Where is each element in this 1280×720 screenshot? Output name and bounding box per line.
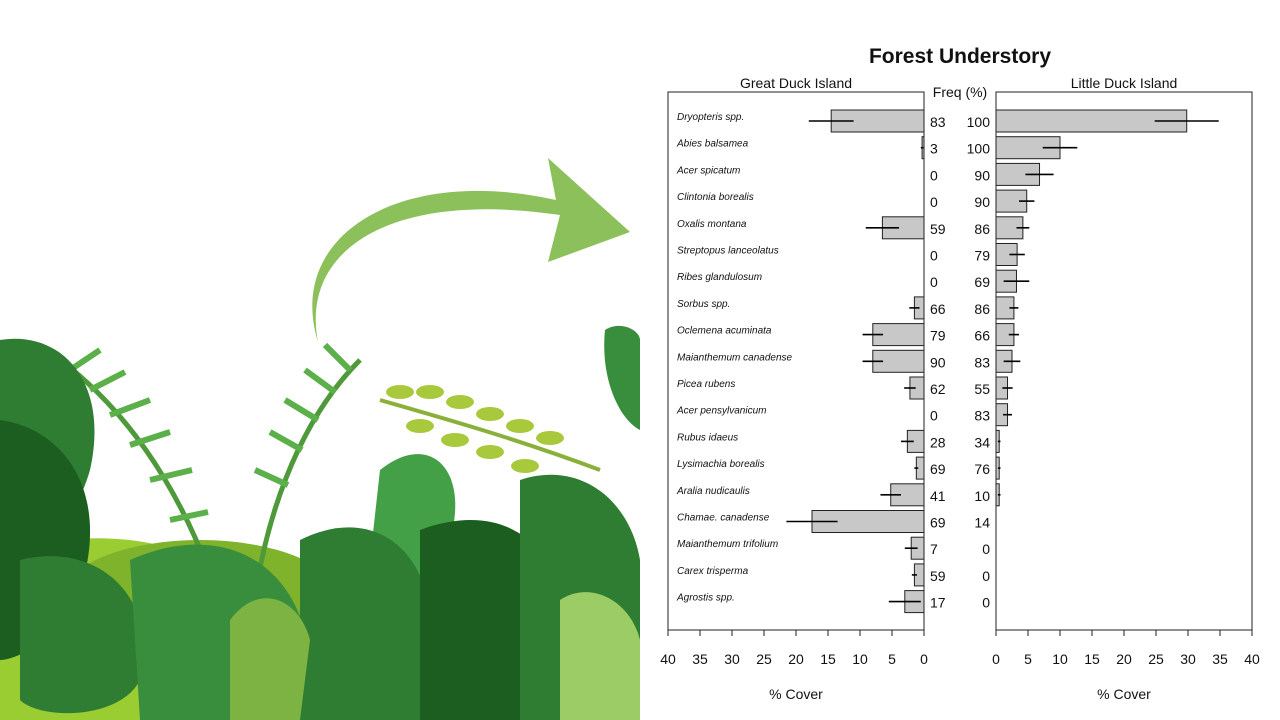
right-freq-value: 86 xyxy=(974,221,990,237)
left-freq-value: 0 xyxy=(930,194,938,210)
species-label: Dryopteris spp. xyxy=(677,112,744,123)
left-freq-value: 66 xyxy=(930,301,946,317)
right-freq-value: 34 xyxy=(974,434,990,450)
right-freq-value: 10 xyxy=(974,488,990,504)
forest-understory-chart: Forest Understory Great Duck Island Freq… xyxy=(660,45,1260,702)
right-x-tick-label: 10 xyxy=(1052,651,1068,667)
left-freq-values: 83 3 0 0 59 0 0 66 79 90 62 0 28 69 41 69 7 59 17 xyxy=(930,114,946,611)
species-label: Abies balsamea xyxy=(676,139,749,150)
species-label: Chamae. canadense xyxy=(677,513,770,524)
left-x-tick-label: 5 xyxy=(888,651,896,667)
species-label: Agrostis spp. xyxy=(676,593,735,604)
right-x-tick-label: 35 xyxy=(1212,651,1228,667)
left-x-axis: 40 35 30 25 20 15 10 5 0 xyxy=(660,630,928,667)
species-label: Aralia nudicaulis xyxy=(676,486,750,497)
left-x-tick-label: 10 xyxy=(852,651,868,667)
left-freq-value: 83 xyxy=(930,114,946,130)
right-freq-value: 69 xyxy=(974,274,990,290)
right-x-tick-label: 40 xyxy=(1244,651,1260,667)
species-label: Clintonia borealis xyxy=(677,192,754,203)
left-x-tick-label: 20 xyxy=(788,651,804,667)
left-freq-value: 17 xyxy=(930,595,946,611)
right-freq-value: 0 xyxy=(982,541,990,557)
species-label: Ribes glandulosum xyxy=(677,272,762,283)
species-label: Carex trisperma xyxy=(677,566,749,577)
right-x-tick-label: 25 xyxy=(1148,651,1164,667)
left-freq-value: 59 xyxy=(930,568,946,584)
right-x-axis: 0 5 10 15 20 25 30 35 40 xyxy=(992,630,1260,667)
foliage-foreground xyxy=(0,325,640,720)
right-freq-values: 100 100 90 90 86 79 69 86 66 83 55 83 34 76 10 14 0 0 0 xyxy=(967,114,991,611)
right-panel-title: Little Duck Island xyxy=(1071,75,1178,91)
left-x-tick-label: 0 xyxy=(920,651,928,667)
left-x-tick-label: 40 xyxy=(660,651,676,667)
left-freq-value: 0 xyxy=(930,408,938,424)
right-freq-value: 100 xyxy=(967,141,991,157)
left-x-axis-label: % Cover xyxy=(769,686,823,702)
species-label: Streptopus lanceolatus xyxy=(677,246,779,257)
species-label: Oclemena acuminata xyxy=(677,326,772,337)
left-freq-value: 28 xyxy=(930,434,946,450)
left-freq-value: 90 xyxy=(930,354,946,370)
species-labels: Dryopteris spp. Abies balsamea Acer spicat… xyxy=(676,112,793,604)
freq-header: Freq (%) xyxy=(933,84,987,100)
left-freq-value: 41 xyxy=(930,488,946,504)
species-label: Maianthemum trifolium xyxy=(677,539,778,550)
left-x-tick-label: 25 xyxy=(756,651,772,667)
left-freq-value: 79 xyxy=(930,328,946,344)
jungle-illustration xyxy=(0,158,640,720)
left-x-tick-label: 35 xyxy=(692,651,708,667)
right-freq-value: 76 xyxy=(974,461,990,477)
left-freq-value: 69 xyxy=(930,515,946,531)
right-x-axis-label: % Cover xyxy=(1097,686,1151,702)
species-label: Lysimachia borealis xyxy=(677,459,765,470)
left-freq-value: 7 xyxy=(930,541,938,557)
left-freq-value: 62 xyxy=(930,381,946,397)
left-x-tick-label: 15 xyxy=(820,651,836,667)
right-freq-value: 0 xyxy=(982,568,990,584)
right-x-tick-label: 15 xyxy=(1084,651,1100,667)
left-x-tick-label: 30 xyxy=(724,651,740,667)
left-freq-value: 0 xyxy=(930,167,938,183)
right-panel-bars xyxy=(995,109,1219,507)
right-x-tick-label: 20 xyxy=(1116,651,1132,667)
species-label: Sorbus spp. xyxy=(677,299,730,310)
right-freq-value: 86 xyxy=(974,301,990,317)
right-freq-value: 55 xyxy=(974,381,990,397)
left-freq-value: 69 xyxy=(930,461,946,477)
species-label: Oxalis montana xyxy=(677,219,747,230)
left-panel-bars xyxy=(786,109,925,614)
right-freq-value: 90 xyxy=(974,167,990,183)
right-x-tick-label: 5 xyxy=(1024,651,1032,667)
right-freq-value: 66 xyxy=(974,328,990,344)
left-freq-value: 3 xyxy=(930,141,938,157)
right-x-tick-label: 0 xyxy=(992,651,1000,667)
chart-title: Forest Understory xyxy=(869,45,1051,68)
left-panel-title: Great Duck Island xyxy=(740,75,852,91)
right-x-tick-label: 30 xyxy=(1180,651,1196,667)
right-freq-value: 90 xyxy=(974,194,990,210)
right-freq-value: 83 xyxy=(974,354,990,370)
species-label: Acer spicatum xyxy=(676,165,740,176)
left-freq-value: 59 xyxy=(930,221,946,237)
right-freq-value: 0 xyxy=(982,595,990,611)
right-freq-value: 83 xyxy=(974,408,990,424)
species-label: Rubus idaeus xyxy=(677,432,738,443)
right-freq-value: 14 xyxy=(974,515,990,531)
species-label: Picea rubens xyxy=(677,379,735,390)
curved-arrow-icon xyxy=(312,158,630,342)
species-label: Acer pensylvanicum xyxy=(676,406,766,417)
species-label: Maianthemum canadense xyxy=(677,352,793,363)
right-freq-value: 79 xyxy=(974,248,990,264)
left-freq-value: 0 xyxy=(930,248,938,264)
right-freq-value: 100 xyxy=(967,114,991,130)
left-freq-value: 0 xyxy=(930,274,938,290)
